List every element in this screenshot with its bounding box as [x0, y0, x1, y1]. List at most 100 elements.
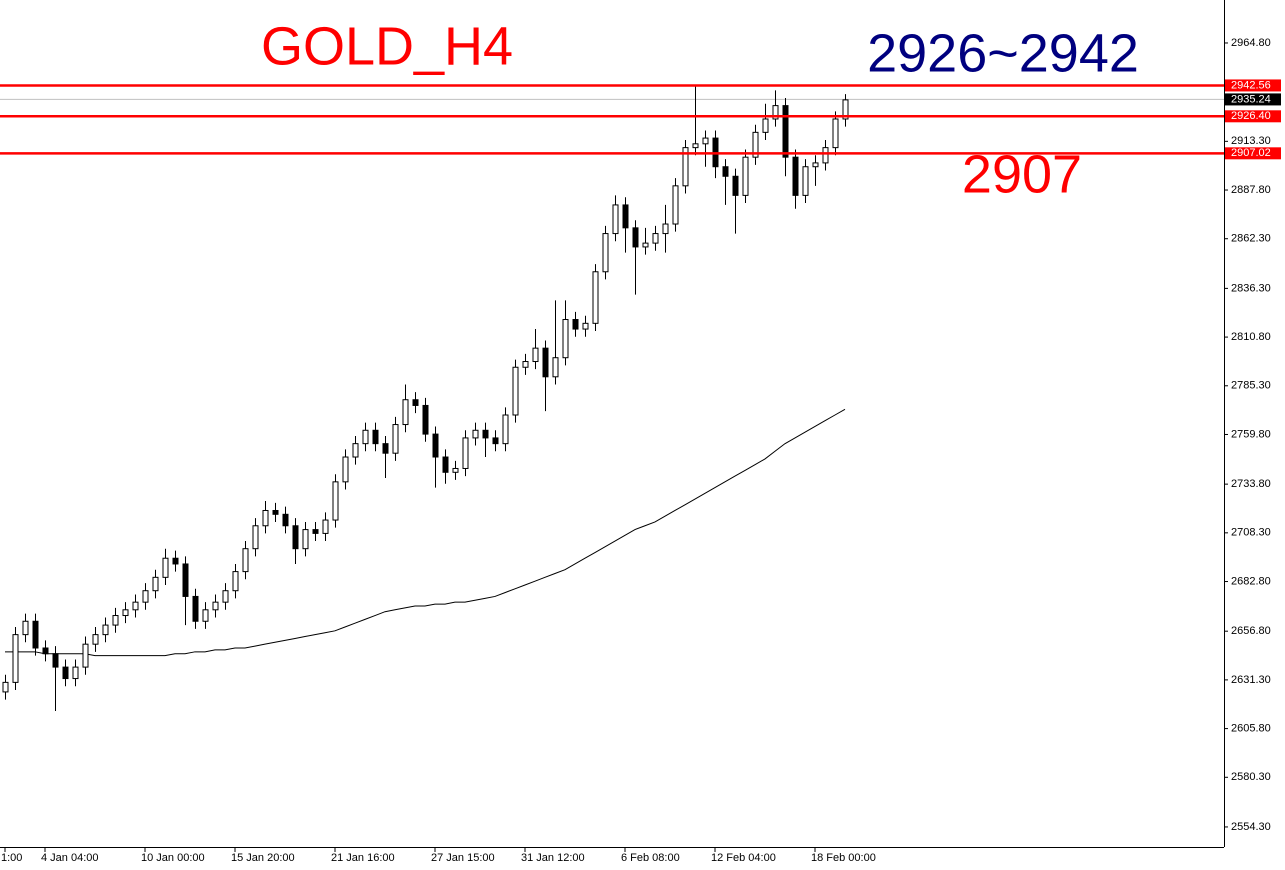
y-tick-label: 2810.80 — [1231, 331, 1271, 343]
y-tick-label: 2964.80 — [1231, 37, 1271, 49]
y-tick-label: 2733.80 — [1231, 478, 1271, 490]
candle-body — [102, 624, 109, 636]
candle-body — [82, 643, 89, 668]
y-tick-label: 2682.80 — [1231, 575, 1271, 587]
y-tick-label: 2913.30 — [1231, 135, 1271, 147]
candle-body — [772, 105, 779, 120]
y-tick-label: 2862.30 — [1231, 233, 1271, 245]
candle-body — [542, 347, 549, 378]
annotation: GOLD_H4 — [261, 16, 513, 76]
x-tick-label: 4 Jan 04:00 — [41, 852, 99, 864]
candle-body — [432, 433, 439, 458]
x-tick-label: 21 Jan 16:00 — [331, 852, 395, 864]
candle-body — [332, 481, 339, 521]
candle-body — [252, 525, 259, 550]
x-tick-label: 10 Jan 00:00 — [141, 852, 205, 864]
y-tick-label: 2708.30 — [1231, 527, 1271, 539]
candle-body — [812, 162, 819, 168]
candle-body — [692, 143, 699, 149]
candle-body — [352, 443, 359, 458]
candle-body — [152, 576, 159, 592]
candle-body — [32, 620, 39, 649]
candle-body — [272, 509, 279, 515]
candle-body — [402, 399, 409, 426]
candle-body — [652, 233, 659, 244]
candle-body — [782, 105, 789, 158]
candle-body — [262, 509, 269, 527]
candle-body — [282, 513, 289, 527]
candle-body — [222, 590, 229, 603]
candle-body — [832, 118, 839, 149]
candle-body — [172, 557, 179, 565]
candle-body — [522, 361, 529, 368]
y-tick-label: 2580.30 — [1231, 771, 1271, 783]
candle-body — [302, 529, 309, 550]
candle-body — [632, 227, 639, 248]
candle-body — [322, 519, 329, 534]
candle-body — [762, 118, 769, 133]
candle-body — [422, 404, 429, 435]
candle-body — [12, 634, 19, 683]
candle-body — [642, 242, 649, 248]
level-label-box — [1225, 110, 1281, 123]
candle-body — [552, 357, 559, 378]
candle-body — [242, 548, 249, 573]
candle-body — [572, 319, 579, 330]
candle-body — [452, 467, 459, 473]
y-tick-label: 2785.30 — [1231, 380, 1271, 392]
candle-body — [2, 681, 9, 693]
y-tick-label: 2554.30 — [1231, 821, 1271, 833]
candle-body — [202, 609, 209, 622]
candle-body — [22, 620, 29, 636]
candle-body — [52, 653, 59, 668]
candle-body — [182, 563, 189, 597]
candle-body — [662, 223, 669, 235]
x-tick-label: 18 Feb 00:00 — [811, 852, 876, 864]
candle-body — [532, 347, 539, 363]
candle-body — [232, 571, 239, 592]
candle-body — [822, 147, 829, 164]
candle-body — [622, 204, 629, 229]
candle-body — [392, 424, 399, 454]
candle-body — [382, 443, 389, 454]
candle-body — [162, 557, 169, 578]
candle-body — [472, 429, 479, 439]
level-label: 2926.40 — [1231, 110, 1271, 122]
candle-body — [92, 634, 99, 645]
y-tick-label: 2605.80 — [1231, 722, 1271, 734]
candle-body — [682, 147, 689, 187]
candle-body — [112, 615, 119, 626]
candle-body — [802, 166, 809, 196]
candle-body — [752, 131, 759, 158]
price-label-box — [1225, 93, 1281, 106]
candle-body — [132, 601, 139, 611]
candle-body — [672, 185, 679, 225]
x-tick-label: 31 Jan 12:00 — [521, 852, 585, 864]
level-label: 2907.02 — [1231, 147, 1271, 159]
y-tick-label: 2656.80 — [1231, 625, 1271, 637]
candle-body — [702, 137, 709, 145]
candle-body — [72, 666, 79, 680]
candle-body — [62, 666, 69, 680]
x-tick-label: 6 Feb 08:00 — [621, 852, 680, 864]
x-tick-label: 15 Jan 20:00 — [231, 852, 295, 864]
candle-body — [122, 609, 129, 617]
moving-average — [5, 408, 846, 657]
annotation: 2907 — [962, 144, 1082, 204]
y-tick-label: 2759.80 — [1231, 428, 1271, 440]
candle-body — [492, 437, 499, 445]
y-tick-label: 2631.30 — [1231, 674, 1271, 686]
x-tick-label: 27 Jan 15:00 — [431, 852, 495, 864]
candle-body — [212, 601, 219, 611]
candle-body — [842, 99, 849, 120]
candle-body — [192, 595, 199, 622]
candle-body — [792, 156, 799, 196]
price-label: 2935.24 — [1231, 93, 1271, 105]
level-label-box — [1225, 79, 1281, 92]
candle-body — [512, 366, 519, 416]
candle-body — [362, 429, 369, 445]
level-label-box — [1225, 147, 1281, 160]
x-tick-label: 12 Feb 04:00 — [711, 852, 776, 864]
y-tick-label: 2887.80 — [1231, 184, 1271, 196]
